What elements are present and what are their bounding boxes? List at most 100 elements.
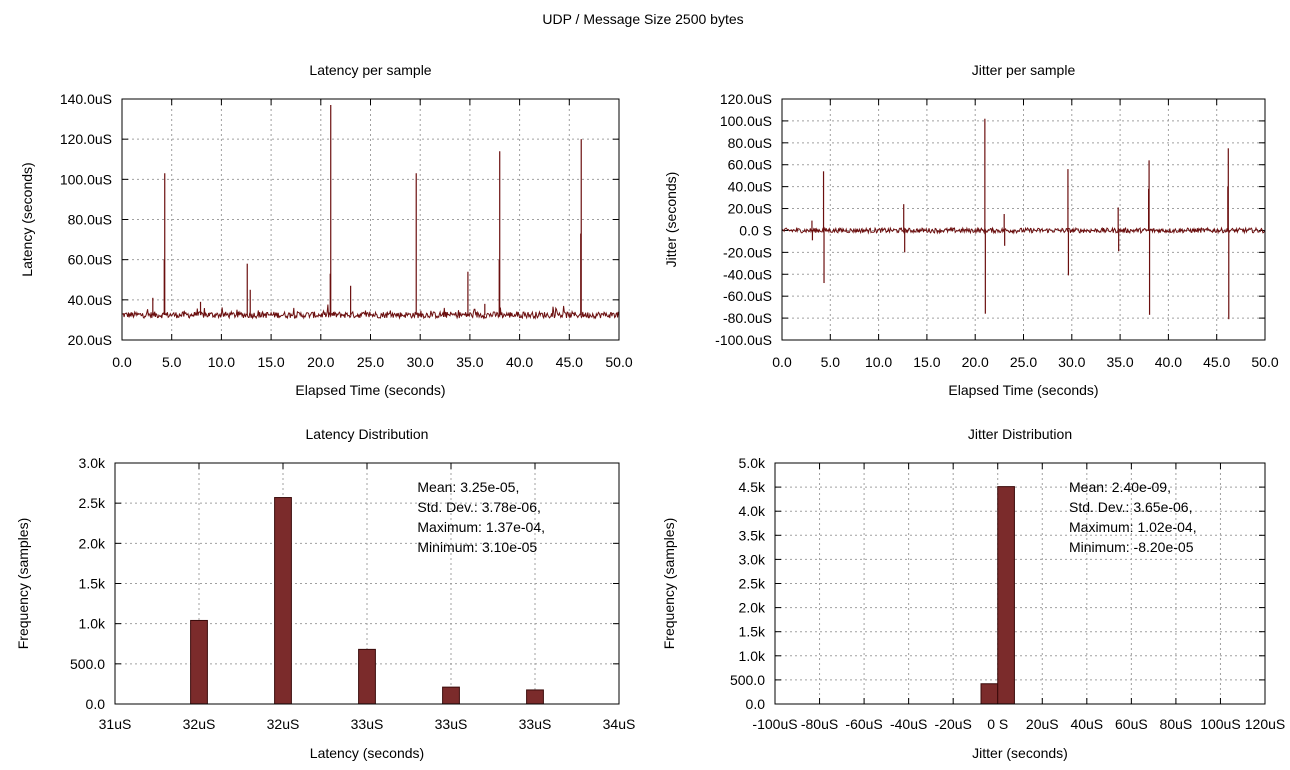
- y-tick-label: 2.0k: [739, 600, 766, 616]
- x-axis-label: Elapsed Time (seconds): [295, 382, 445, 398]
- y-axis-label: Latency (seconds): [19, 162, 35, 276]
- y-tick-label: 0.0: [746, 696, 766, 712]
- x-tick-label: 31uS: [99, 716, 132, 732]
- series-line: [121, 304, 620, 320]
- x-tick-label: 80uS: [1160, 716, 1193, 732]
- y-tick-label: 120.0uS: [720, 91, 772, 107]
- x-tick-label: 20uS: [1026, 716, 1059, 732]
- y-tick-label: 1.0k: [739, 648, 766, 664]
- y-tick-label: 1.0k: [79, 616, 106, 632]
- x-tick-label: 15.0: [257, 354, 284, 370]
- stats-line: Mean: 3.25e-05,: [417, 479, 519, 495]
- x-tick-label: 60uS: [1115, 716, 1148, 732]
- x-tick-label: 32uS: [267, 716, 300, 732]
- y-tick-label: 5.0k: [739, 455, 766, 471]
- y-tick-label: 500.0: [70, 656, 105, 672]
- y-tick-label: 60.0uS: [728, 157, 772, 173]
- y-tick-label: 3.0k: [739, 551, 766, 567]
- x-tick-label: 0.0: [112, 354, 132, 370]
- x-tick-label: 40.0: [506, 354, 533, 370]
- y-axis-label: Frequency (samples): [15, 518, 31, 650]
- chart-title: Latency Distribution: [306, 426, 429, 442]
- stats-line: Minimum: -8.20e-05: [1069, 539, 1194, 555]
- x-tick-label: 20.0: [307, 354, 334, 370]
- y-tick-label: 20.0uS: [68, 332, 112, 348]
- x-tick-label: 0.0: [772, 354, 792, 370]
- y-tick-label: 20.0uS: [728, 201, 772, 217]
- jitter_distribution-panel: Jitter Distribution Jitter (seconds) Frequ…: [661, 426, 1285, 761]
- x-tick-label: 30.0: [1058, 354, 1085, 370]
- y-tick-label: -60.0uS: [723, 288, 772, 304]
- x-tick-label: 5.0: [162, 354, 182, 370]
- chart-title: Jitter Distribution: [968, 426, 1072, 442]
- y-tick-label: -80.0uS: [723, 310, 772, 326]
- x-axis-label: Elapsed Time (seconds): [948, 382, 1098, 398]
- y-tick-label: 4.5k: [739, 479, 766, 495]
- page-title: UDP / Message Size 2500 bytes: [542, 11, 743, 27]
- y-tick-label: -40.0uS: [723, 266, 772, 282]
- y-tick-label: 100.0uS: [60, 171, 112, 187]
- y-tick-label: 3.5k: [739, 527, 766, 543]
- x-tick-label: 25.0: [357, 354, 384, 370]
- stats-line: Std. Dev.: 3.78e-06,: [417, 499, 540, 515]
- y-tick-label: 1.5k: [79, 576, 106, 592]
- y-tick-label: 2.5k: [79, 495, 106, 511]
- x-tick-label: 32uS: [183, 716, 216, 732]
- y-tick-label: 140.0uS: [60, 91, 112, 107]
- y-tick-label: -20.0uS: [723, 244, 772, 260]
- x-tick-label: 33uS: [435, 716, 468, 732]
- y-tick-label: 120.0uS: [60, 131, 112, 147]
- x-tick-label: 120uS: [1245, 716, 1285, 732]
- histogram-bar: [358, 648, 376, 705]
- plot-frame: [121, 98, 620, 341]
- latency_per_sample-panel: Latency per sample Elapsed Time (seconds)…: [19, 62, 633, 398]
- histogram-bar: [442, 686, 460, 705]
- histogram-bar: [997, 486, 1015, 705]
- x-tick-label: 45.0: [1203, 354, 1230, 370]
- x-tick-label: 15.0: [913, 354, 940, 370]
- x-tick-label: 10.0: [208, 354, 235, 370]
- x-tick-label: 40uS: [1070, 716, 1103, 732]
- stats-line: Std. Dev.: 3.65e-06,: [1069, 499, 1192, 515]
- x-tick-label: 33uS: [519, 716, 552, 732]
- plot-frame: [114, 462, 620, 705]
- x-tick-label: -40uS: [890, 716, 927, 732]
- y-tick-label: 80.0uS: [68, 212, 112, 228]
- histogram-bar: [190, 619, 208, 705]
- y-tick-label: 0.0 S: [739, 222, 772, 238]
- x-tick-label: 30.0: [407, 354, 434, 370]
- histogram-bar: [526, 689, 544, 705]
- stats-line: Maximum: 1.37e-04,: [417, 519, 545, 535]
- y-tick-label: 100.0uS: [720, 113, 772, 129]
- x-tick-label: -100uS: [752, 716, 797, 732]
- stats-line: Mean: 2.40e-09,: [1069, 479, 1171, 495]
- y-tick-label: 2.5k: [739, 576, 766, 592]
- y-tick-label: 40.0uS: [68, 292, 112, 308]
- x-tick-label: 25.0: [1010, 354, 1037, 370]
- series-line: [781, 226, 1266, 235]
- y-tick-label: 60.0uS: [68, 252, 112, 268]
- y-tick-label: 1.5k: [739, 624, 766, 640]
- y-tick-label: 4.0k: [739, 503, 766, 519]
- stats-line: Maximum: 1.02e-04,: [1069, 519, 1197, 535]
- x-tick-label: 35.0: [1106, 354, 1133, 370]
- plot-frame: [781, 98, 1266, 341]
- y-tick-label: 0.0: [86, 696, 106, 712]
- y-tick-label: 40.0uS: [728, 179, 772, 195]
- y-tick-label: 2.0k: [79, 535, 106, 551]
- latency_distribution-panel: Latency Distribution Latency (seconds) Fre…: [15, 426, 635, 761]
- stats-line: Minimum: 3.10e-05: [417, 539, 537, 555]
- y-axis-label: Frequency (samples): [661, 518, 677, 650]
- x-tick-label: 5.0: [821, 354, 841, 370]
- x-tick-label: -20uS: [935, 716, 972, 732]
- x-tick-label: 50.0: [605, 354, 632, 370]
- y-tick-label: 3.0k: [79, 455, 106, 471]
- y-tick-label: 500.0: [730, 672, 765, 688]
- x-tick-label: -80uS: [801, 716, 838, 732]
- y-axis-label: Jitter (seconds): [663, 172, 679, 268]
- plot-frame: [774, 462, 1266, 705]
- x-tick-label: 100uS: [1200, 716, 1240, 732]
- x-tick-label: 10.0: [865, 354, 892, 370]
- x-axis-label: Latency (seconds): [310, 745, 424, 761]
